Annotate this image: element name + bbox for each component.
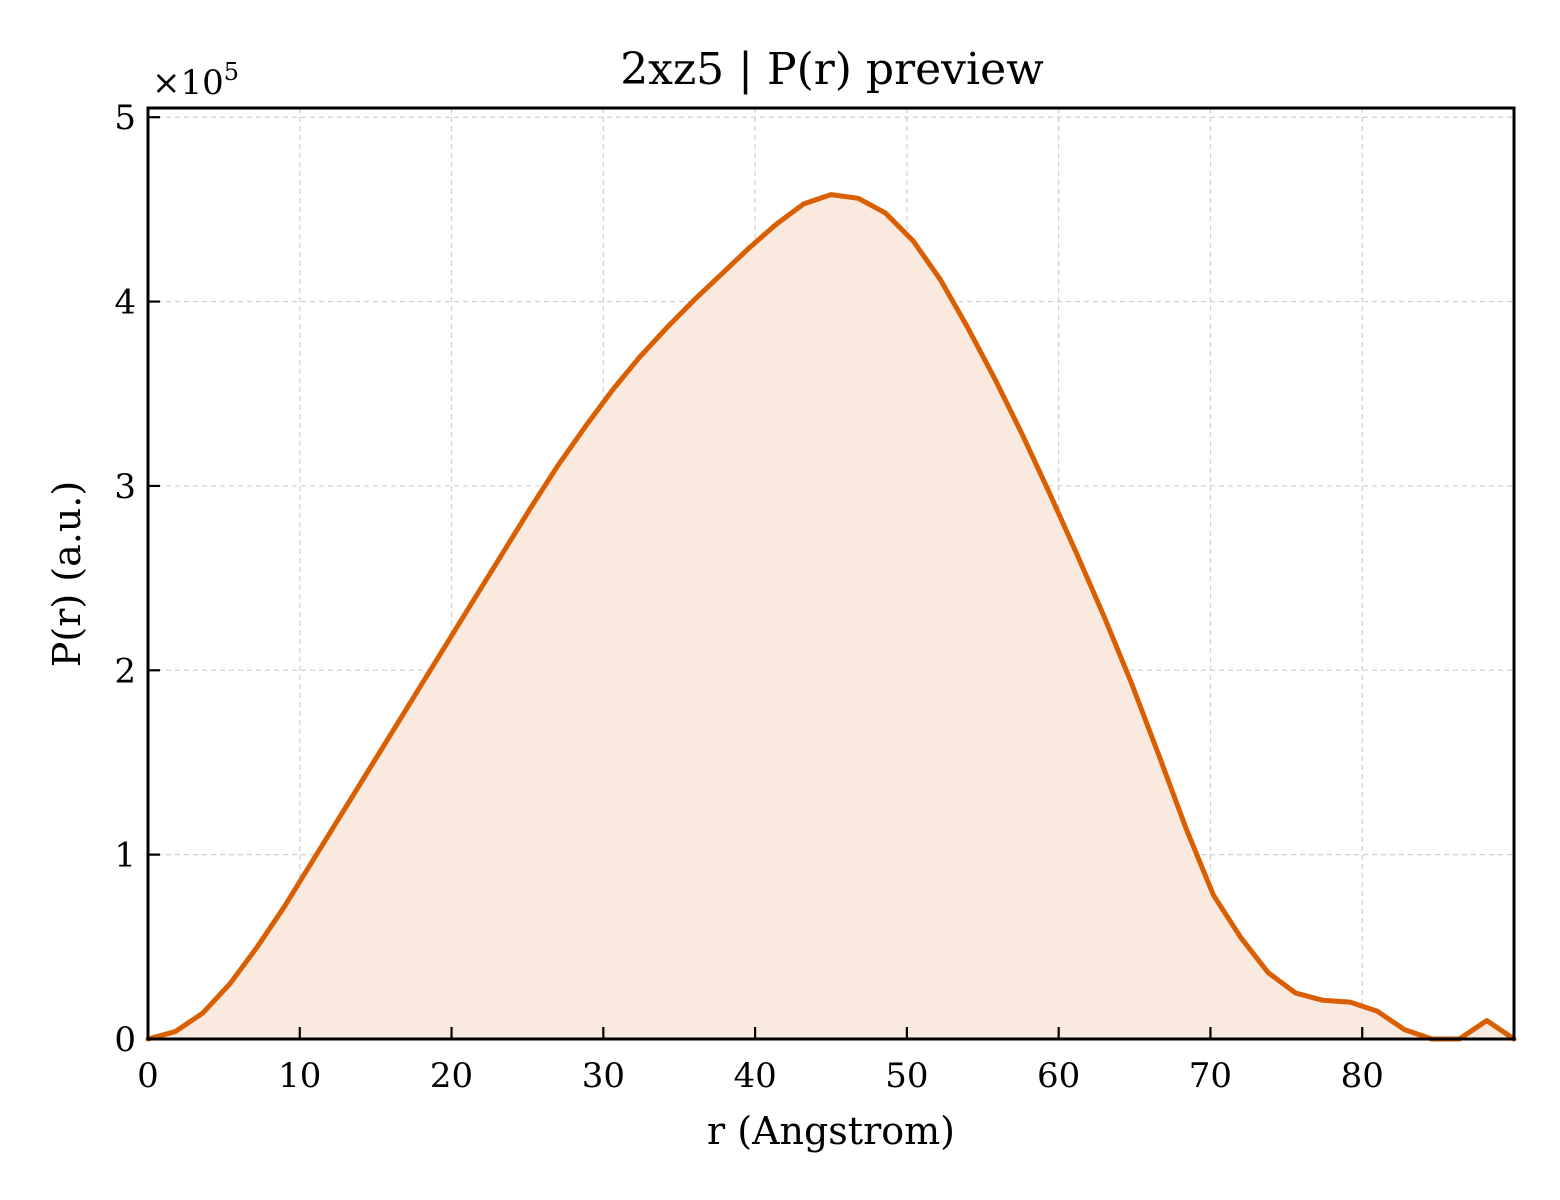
y-tick-label: 0 (114, 1020, 136, 1060)
x-tick-label: 10 (278, 1056, 321, 1096)
x-tick-label: 40 (733, 1056, 776, 1096)
y-tick-label: 3 (114, 467, 136, 507)
y-tick-label: 1 (114, 836, 136, 876)
x-tick-label: 50 (885, 1056, 928, 1096)
y-multiplier-base: ×10 (152, 63, 224, 103)
y-tick-label: 5 (114, 98, 136, 138)
y-multiplier-exponent: 5 (224, 58, 239, 86)
x-tick-label: 70 (1189, 1056, 1232, 1096)
plot-frame (146, 106, 1516, 1041)
x-tick-label: 60 (1037, 1056, 1080, 1096)
series-line (145, 192, 1517, 1042)
y-axis-label: P(r) (a.u.) (45, 481, 89, 667)
chart-title: 2xz5 | P(r) preview (620, 44, 1044, 95)
x-axis-label: r (Angstrom) (707, 1109, 955, 1153)
x-tick-label: 30 (582, 1056, 625, 1096)
plot-area (145, 192, 1517, 1042)
x-tick-label: 20 (430, 1056, 473, 1096)
y-tick-label: 4 (114, 283, 136, 323)
y-multiplier-label: ×105 (152, 58, 239, 103)
series-area-fill (148, 194, 1514, 1040)
x-tick-label: 0 (137, 1056, 159, 1096)
x-tick-label: 80 (1341, 1056, 1384, 1096)
y-tick-label: 2 (114, 651, 136, 691)
ticks: 0 10 20 30 40 50 60 70 80 0 1 2 3 4 5 (114, 98, 1383, 1096)
